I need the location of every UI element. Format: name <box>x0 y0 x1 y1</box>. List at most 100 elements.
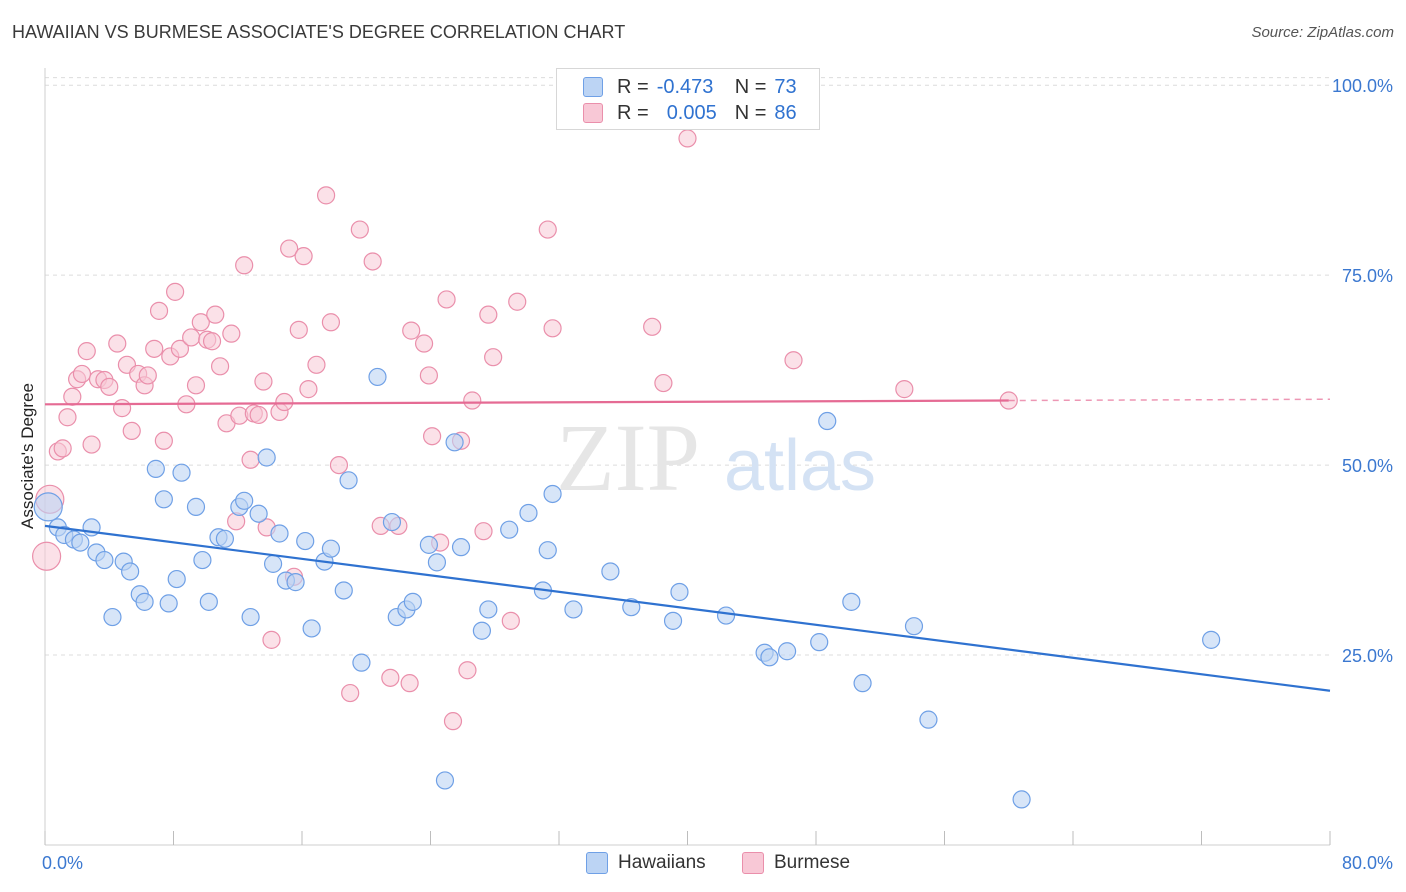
trend-lines <box>44 398 1331 692</box>
burmese-point <box>423 427 442 446</box>
hawaiians-point <box>777 642 797 661</box>
hawaiians-point <box>321 539 341 558</box>
hawaiians-point <box>919 710 938 729</box>
burmese-point <box>100 377 119 396</box>
x-tick-label: 80.0% <box>1342 853 1393 873</box>
hawaiians-point <box>159 594 178 613</box>
burmese-point <box>222 324 241 343</box>
chart-title: HAWAIIAN VS BURMESE ASSOCIATE'S DEGREE C… <box>12 22 626 42</box>
hawaiians-point <box>352 653 371 672</box>
hawaiians-r-value: -0.473 <box>656 75 714 98</box>
burmese-n-value: 86 <box>774 101 797 124</box>
hawaiians-point <box>842 592 861 611</box>
burmese-point <box>784 351 803 370</box>
hawaiians-point <box>199 592 218 611</box>
hawaiians-point <box>186 497 206 516</box>
burmese-trend-line <box>44 399 1009 406</box>
burmese-r-value: 0.005 <box>666 101 717 124</box>
source-label: Source: ZipAtlas.com <box>1251 24 1394 41</box>
hawaiians-point <box>135 592 154 611</box>
hawaiians-point <box>445 433 464 452</box>
hawaiians-point <box>270 524 289 543</box>
hawaiians-point <box>263 554 283 573</box>
hawaiians-point <box>215 529 234 548</box>
burmese-point <box>206 305 225 324</box>
burmese-point <box>166 282 185 301</box>
hawaiians-point <box>193 550 212 570</box>
burmese-point <box>112 399 132 418</box>
hawaiians-point <box>1202 630 1221 649</box>
burmese-point <box>249 405 268 425</box>
burmese-point <box>149 301 169 320</box>
burmese-point <box>474 522 493 541</box>
hawaiians-point <box>296 531 315 551</box>
y-tick-label: 25.0% <box>1342 646 1393 666</box>
hawaiians-trend-line <box>44 524 1331 692</box>
burmese-point <box>402 321 421 340</box>
burmese-point <box>463 391 482 410</box>
hawaiians-point <box>716 606 736 625</box>
burmese-point <box>108 334 127 353</box>
burmese-r-label: R = <box>617 101 649 124</box>
burmese-point <box>294 247 313 266</box>
hawaiians-point <box>257 448 276 467</box>
legend-item-burmese[interactable]: Burmese <box>742 852 850 874</box>
hawaiians-point <box>172 463 191 482</box>
hawaiians-point <box>663 611 683 630</box>
watermark-atlas: atlas <box>724 426 876 506</box>
hawaiians-point <box>853 674 872 693</box>
hawaiians-point <box>403 592 422 611</box>
hawaiians-point <box>368 367 387 387</box>
hawaiians-point <box>286 573 305 592</box>
burmese-point <box>678 129 697 148</box>
hawaiians-point <box>71 533 90 552</box>
hawaiians-point <box>33 492 63 522</box>
hawaiians-swatch <box>583 77 603 97</box>
hawaiians-point <box>810 633 829 652</box>
watermark: ZIP atlas <box>556 404 876 511</box>
burmese-point <box>138 366 157 385</box>
burmese-point <box>122 421 141 441</box>
burmese-point <box>72 364 92 384</box>
correlation-legend: R = -0.473 N = 73 R = 0.005 N = 86 <box>556 68 820 130</box>
hawaiians-point <box>760 648 779 667</box>
grid-layer <box>45 77 1330 656</box>
y-tick-label: 75.0% <box>1342 266 1393 286</box>
hawaiians-point <box>601 562 620 581</box>
hawaiians-point <box>543 484 562 504</box>
burmese-point <box>484 348 503 367</box>
hawaiians-point <box>435 771 455 790</box>
burmese-point <box>643 317 662 336</box>
hawaiians-point <box>500 520 519 539</box>
hawaiians-point <box>538 541 557 560</box>
axes-layer <box>44 68 1331 846</box>
burmese-point <box>350 220 369 239</box>
legend-item-hawaiians[interactable]: Hawaiians <box>586 852 706 874</box>
burmese-point <box>53 439 72 458</box>
hawaiians-point <box>95 550 114 570</box>
burmese-trend-extension <box>1008 398 1331 402</box>
hawaiians-point <box>904 617 924 636</box>
hawaiians-point <box>472 621 491 640</box>
burmese-n-label: N = <box>734 101 767 124</box>
hawaiians-point <box>451 538 471 557</box>
burmese-point <box>77 342 96 361</box>
burmese-point <box>275 392 294 412</box>
hawaiians-point <box>1012 790 1031 809</box>
hawaiians-legend-swatch <box>586 852 608 874</box>
legend-row-hawaiians: R = -0.473 N = 73 <box>583 74 797 100</box>
burmese-point <box>170 339 190 358</box>
burmese-legend-swatch <box>742 852 764 874</box>
hawaiians-point <box>382 512 402 532</box>
burmese-point <box>307 355 326 374</box>
y-tick-label: 50.0% <box>1342 456 1393 476</box>
hawaiians-point <box>334 581 353 600</box>
burmese-point <box>289 320 308 339</box>
tick-labels: 25.0% 50.0% 75.0% 100.0% 0.0% 80.0% <box>42 76 1393 873</box>
hawaiians-point <box>479 600 498 619</box>
hawaiians-point <box>121 562 140 581</box>
burmese-point <box>508 292 527 311</box>
hawaiians-point <box>146 459 165 478</box>
burmese-swatch <box>583 103 603 123</box>
